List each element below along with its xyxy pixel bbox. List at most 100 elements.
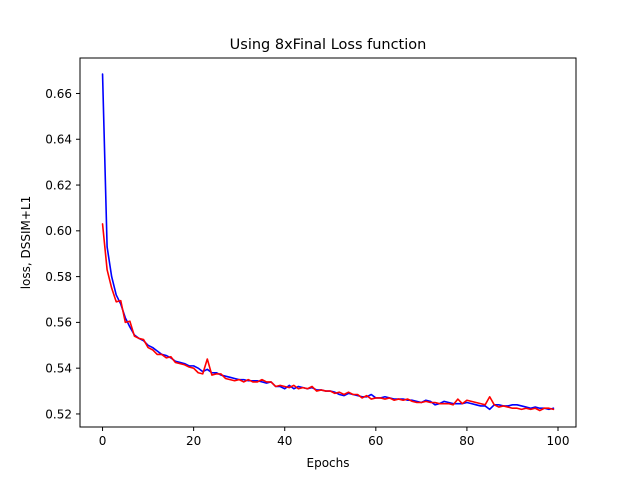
data-point xyxy=(188,366,190,368)
data-point xyxy=(202,373,204,375)
data-point xyxy=(357,394,359,396)
data-point xyxy=(170,356,172,358)
data-point xyxy=(539,407,541,409)
x-axis-ticks: 0 20 40 60 80 100 xyxy=(99,427,570,448)
data-point xyxy=(211,374,213,376)
data-point xyxy=(115,301,117,303)
data-point xyxy=(389,397,391,399)
data-point xyxy=(179,363,181,365)
data-point xyxy=(416,402,418,404)
data-point xyxy=(339,391,341,393)
data-point xyxy=(439,403,441,405)
data-point xyxy=(234,380,236,382)
data-point xyxy=(366,395,368,397)
data-point xyxy=(434,404,436,406)
data-point xyxy=(471,403,473,405)
data-point xyxy=(452,404,454,406)
data-point xyxy=(380,397,382,399)
data-point xyxy=(197,372,199,374)
data-point xyxy=(398,398,400,400)
data-point xyxy=(261,381,263,383)
data-point xyxy=(293,385,295,387)
x-axis-label: Epochs xyxy=(307,456,350,470)
y-tick-label: 0.66 xyxy=(45,87,72,101)
data-point xyxy=(489,409,491,411)
series-line xyxy=(101,73,555,411)
data-point xyxy=(370,398,372,400)
data-point xyxy=(261,379,263,381)
data-point xyxy=(134,335,136,337)
data-point xyxy=(184,364,186,366)
data-point xyxy=(247,379,249,381)
data-point xyxy=(498,406,500,408)
data-point xyxy=(516,407,518,409)
data-point xyxy=(243,381,245,383)
data-point xyxy=(430,402,432,404)
data-point xyxy=(111,287,113,289)
data-point xyxy=(288,385,290,387)
series-2 xyxy=(101,223,555,412)
data-point xyxy=(466,402,468,404)
data-point xyxy=(544,407,546,409)
series-layer xyxy=(101,73,555,412)
data-point xyxy=(102,223,104,225)
data-point xyxy=(243,379,245,381)
data-point xyxy=(266,381,268,383)
x-tick-label: 100 xyxy=(547,434,570,448)
data-point xyxy=(462,403,464,405)
series-line xyxy=(101,223,555,412)
y-tick-label: 0.58 xyxy=(45,270,72,284)
x-tick-label: 20 xyxy=(186,434,201,448)
y-axis-ticks: 0.52 0.54 0.56 0.58 0.60 0.62 0.64 0.66 xyxy=(45,87,80,421)
data-point xyxy=(480,403,482,405)
x-tick-label: 40 xyxy=(277,434,292,448)
y-tick-label: 0.62 xyxy=(45,178,72,192)
chart-title: Using 8xFinal Loss function xyxy=(230,37,427,53)
data-point xyxy=(548,407,550,409)
data-point xyxy=(307,388,309,390)
data-point xyxy=(421,402,423,404)
data-point xyxy=(166,355,168,357)
y-tick-label: 0.52 xyxy=(45,407,72,421)
data-point xyxy=(339,394,341,396)
data-point xyxy=(270,381,272,383)
data-point xyxy=(329,390,331,392)
data-point xyxy=(411,401,413,403)
data-point xyxy=(457,403,459,405)
data-point xyxy=(156,354,158,356)
data-point xyxy=(516,404,518,406)
data-point xyxy=(125,322,127,324)
data-point xyxy=(521,409,523,411)
x-tick-label: 80 xyxy=(459,434,474,448)
data-point xyxy=(443,401,445,403)
data-point xyxy=(207,358,209,360)
y-tick-label: 0.64 xyxy=(45,133,72,147)
data-point xyxy=(120,300,122,302)
data-point xyxy=(302,387,304,389)
data-point xyxy=(220,373,222,375)
data-point xyxy=(539,410,541,412)
data-point xyxy=(229,377,231,379)
data-point xyxy=(106,269,108,271)
data-point xyxy=(129,326,131,328)
data-point xyxy=(115,294,117,296)
data-point xyxy=(166,357,168,359)
data-point xyxy=(193,365,195,367)
data-point xyxy=(507,406,509,408)
data-point xyxy=(512,407,514,409)
data-point xyxy=(480,405,482,407)
data-point xyxy=(152,347,154,349)
data-point xyxy=(229,379,231,381)
data-point xyxy=(498,404,500,406)
data-point xyxy=(156,350,158,352)
data-point xyxy=(257,381,259,383)
data-point xyxy=(352,394,354,396)
data-point xyxy=(238,379,240,381)
data-point xyxy=(475,404,477,406)
data-point xyxy=(193,367,195,369)
y-tick-label: 0.56 xyxy=(45,316,72,330)
data-point xyxy=(293,388,295,390)
data-point xyxy=(106,246,108,248)
data-point xyxy=(175,362,177,364)
